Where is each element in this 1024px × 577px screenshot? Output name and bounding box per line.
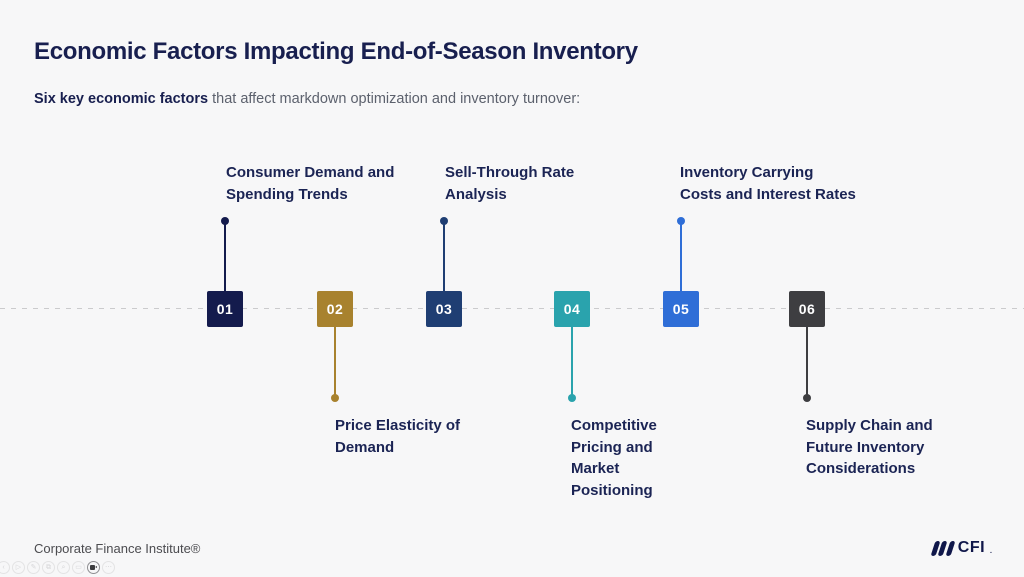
factor-stem-05 xyxy=(680,221,682,291)
viewer-toolbar: ‹ ▷ ✎ ⧉ ⌕ ▭ ⋯ xyxy=(0,561,115,574)
timeline-axis xyxy=(0,308,1024,309)
slide-subtitle: Six key economic factors that affect mar… xyxy=(34,91,580,107)
chevron-left-icon: ‹ xyxy=(2,564,5,571)
factor-label-02: Price Elasticity of Demand xyxy=(335,417,461,456)
duplicate-button[interactable]: ⧉ xyxy=(42,561,55,574)
pencil-icon: ✎ xyxy=(30,564,37,571)
factor-stem-02 xyxy=(334,327,336,398)
factor-stem-01 xyxy=(224,221,226,291)
factor-label-01: Consumer Demand and Spending Trends xyxy=(226,164,395,203)
screen-icon: ▭ xyxy=(75,564,82,571)
search-icon: ⌕ xyxy=(61,564,66,571)
zoom-button[interactable]: ⌕ xyxy=(57,561,70,574)
factor-label-03: Sell-Through Rate Analysis xyxy=(445,164,575,203)
factor-box-05: 05 xyxy=(663,291,699,327)
ellipsis-icon: ⋯ xyxy=(105,564,112,571)
factor-number-02: 02 xyxy=(326,301,344,317)
page-title: Economic Factors Impacting End-of-Season… xyxy=(34,38,638,65)
cfi-logo-trademark: . xyxy=(990,548,992,555)
more-button[interactable]: ⋯ xyxy=(102,561,115,574)
draw-button[interactable]: ✎ xyxy=(27,561,40,574)
subtitle-rest: that affect markdown optimization and in… xyxy=(208,91,581,107)
factor-label-05: Inventory Carrying Costs and Interest Ra… xyxy=(680,164,856,203)
cfi-logo-text: CFI xyxy=(957,539,986,556)
factor-label-06: Supply Chain and Future Inventory Consid… xyxy=(806,417,933,477)
back-button[interactable]: ‹ xyxy=(0,561,10,574)
factor-stem-06 xyxy=(806,327,808,398)
factor-box-01: 01 xyxy=(207,291,243,327)
cfi-logo-icon xyxy=(930,540,956,556)
factor-box-06: 06 xyxy=(789,291,825,327)
camera-icon xyxy=(90,565,97,570)
factor-box-04: 04 xyxy=(554,291,590,327)
screen-button[interactable]: ▭ xyxy=(72,561,85,574)
cfi-logo: CFI . xyxy=(930,539,992,557)
factor-number-01: 01 xyxy=(216,301,234,317)
factor-stem-03 xyxy=(443,221,445,291)
factor-dot-02 xyxy=(331,394,339,402)
play-icon: ▷ xyxy=(15,564,22,571)
factor-dot-04 xyxy=(568,394,576,402)
factor-box-03: 03 xyxy=(426,291,462,327)
play-button[interactable]: ▷ xyxy=(12,561,25,574)
camera-button[interactable] xyxy=(87,561,100,574)
factor-number-05: 05 xyxy=(672,301,690,317)
subtitle-emphasis: Six key economic factors xyxy=(34,91,209,107)
factor-stem-04 xyxy=(571,327,573,398)
copy-icon: ⧉ xyxy=(46,564,51,571)
factor-number-06: 06 xyxy=(798,301,816,317)
factor-label-04: Competitive Pricing and Market Positioni… xyxy=(571,417,657,499)
footer-brand-text: Corporate Finance Institute® xyxy=(34,541,201,556)
factor-dot-06 xyxy=(803,394,811,402)
factor-box-02: 02 xyxy=(317,291,353,327)
factor-number-04: 04 xyxy=(563,301,581,317)
factor-number-03: 03 xyxy=(435,301,453,317)
